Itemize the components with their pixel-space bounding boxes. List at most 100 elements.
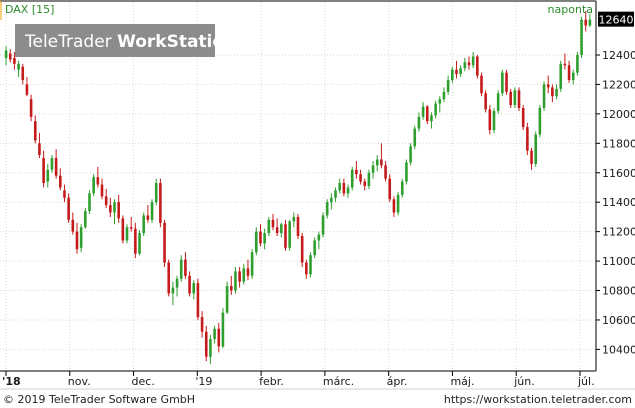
candle [33,115,37,144]
candle [113,199,116,225]
candle-body [584,19,588,26]
candle-body [271,219,275,228]
watermark: TeleTrader WorkStation [15,24,236,57]
candle [146,205,150,223]
candle-body [200,317,204,332]
candle [451,66,454,83]
candle-body [21,66,25,81]
candle [292,212,296,228]
candle-body [309,255,312,275]
last-price-value: 12640 [599,14,634,27]
candle-body [463,62,467,69]
candle-body [384,165,387,179]
candle [471,52,475,69]
candle-body [434,103,437,116]
x-tick-label: febr. [259,375,284,388]
candle-body [284,224,287,248]
candle [509,88,512,108]
candle [4,46,8,66]
candle [317,231,321,250]
candle-body [246,268,250,276]
candle [284,219,287,251]
candle [459,65,462,78]
footer-copyright: © 2019 TeleTrader Software GmbH [3,393,195,406]
candle [84,208,87,229]
candle [288,219,291,251]
candle-body [338,183,341,191]
candle [109,197,112,217]
candle [496,90,500,114]
period-label: naponta [548,3,593,16]
candle-body [159,183,162,223]
candle-body [196,283,200,318]
last-price-marker: 12640 [598,11,634,27]
candle-body [217,328,221,347]
candle [129,216,133,232]
candle [259,224,262,247]
x-tick-label: márc. [323,375,354,388]
y-tick-label: 10400 [602,343,635,356]
candle [571,69,575,85]
candle-body [104,196,108,206]
candle-body [488,109,492,131]
candle [346,184,350,198]
candle-body [150,202,154,220]
candle [321,212,325,238]
candle [196,278,200,320]
candle [446,75,450,95]
candle [25,77,29,97]
candle [567,60,571,83]
candle [417,112,421,132]
candle-body [67,197,70,220]
last-price-background [598,11,634,27]
candle [59,168,62,191]
candle-body [234,271,237,291]
candle [204,325,208,362]
x-tick-label: máj. [450,375,474,388]
candle [425,105,429,125]
y-tick-label: 11600 [602,167,635,180]
candle [542,81,546,111]
candle [188,271,191,297]
candle [338,178,341,194]
candle [234,266,237,294]
candle [300,233,304,267]
candle-body [142,215,145,234]
candle-body [146,215,150,220]
candle [38,133,41,159]
candle-body [355,169,358,175]
candle [342,178,346,197]
candle [263,228,266,250]
candle-body [421,106,425,117]
candle [175,275,179,297]
candle-body [467,62,471,66]
candle-body [79,227,83,248]
candle [396,191,400,216]
candle-body [396,194,400,213]
candle [350,166,354,191]
candle-body [546,84,550,88]
candle [271,213,275,231]
candle-body [13,57,16,64]
candle-body [392,199,396,213]
candle-body [263,233,266,244]
candle-body [501,72,504,94]
candle [242,264,246,285]
candle-body [430,115,433,122]
candle-body [17,63,20,70]
candle [400,178,404,198]
candle-body [33,121,37,141]
candle [526,122,529,156]
candle [388,174,392,203]
x-tick-label: '19 [195,375,212,388]
candle-body [480,75,483,94]
candle-body [409,146,412,163]
x-tick-label: ápr. [387,375,408,388]
candle-body [484,93,487,110]
candle [384,160,387,182]
candle [96,166,100,188]
candle [380,143,383,169]
candle-body [109,205,112,213]
candle [476,54,479,79]
candle-body [267,219,271,234]
